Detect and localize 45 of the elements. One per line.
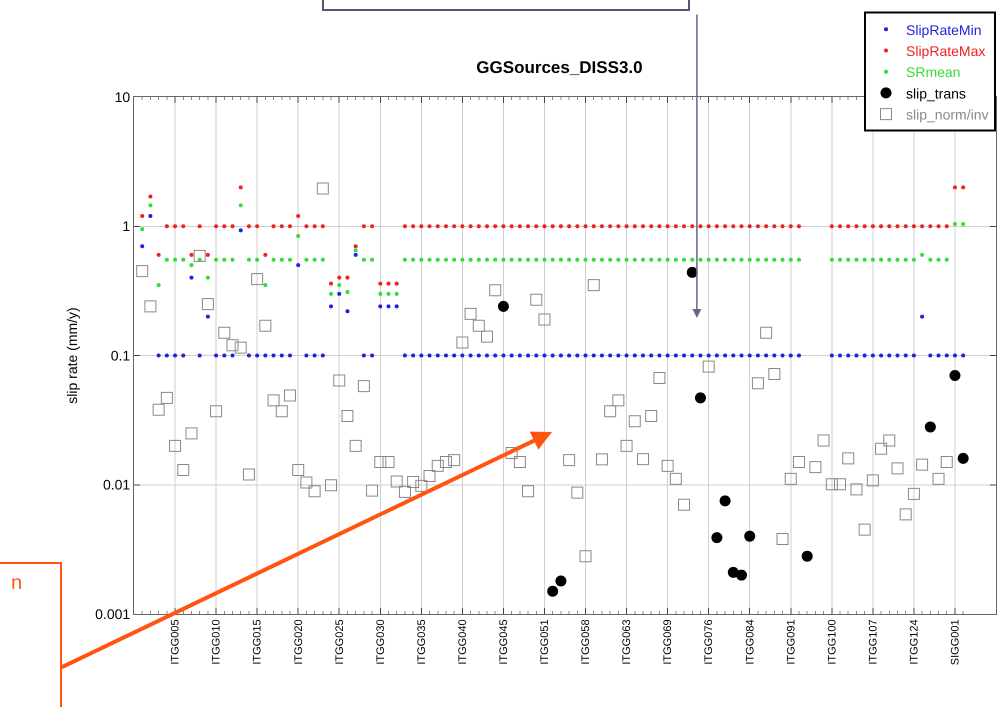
- x-tick-label: ITGG020: [292, 619, 305, 665]
- point: [958, 452, 969, 464]
- x-tick-label: ITGG124: [908, 619, 920, 665]
- point: [924, 421, 936, 432]
- point: [802, 550, 813, 562]
- point: [547, 586, 558, 597]
- x-tick-label: SIGG001: [950, 619, 962, 666]
- y-tick-label: 1: [122, 218, 130, 234]
- y-tick-label: 10: [114, 88, 130, 105]
- x-tick-label: ITGG058: [580, 619, 592, 665]
- x-tick-label: ITGG076: [703, 619, 716, 665]
- x-tick-label: ITGG063: [621, 619, 634, 665]
- x-tick-label: ITGG045: [498, 619, 510, 665]
- text: n: [11, 572, 22, 594]
- point: [744, 530, 756, 542]
- x-tick-label: ITGG091: [785, 619, 798, 665]
- x-tick-label: ITGG100: [826, 619, 838, 665]
- x-tick-label: ITGG040: [456, 619, 469, 665]
- point: [694, 392, 706, 404]
- y-tick-label: 0.001: [95, 606, 130, 622]
- legend-label: slip_norm/inv: [906, 106, 988, 123]
- point: [498, 300, 509, 312]
- point: [720, 495, 731, 506]
- y-tick-label: 0.1: [110, 347, 130, 364]
- x-tick-label: ITGG035: [416, 619, 428, 665]
- x-tick-label: ITGG030: [374, 619, 387, 665]
- x-tick-label: ITGG069: [662, 619, 674, 665]
- y-axis-title: slip rate (mm/y): [64, 307, 80, 404]
- point: [711, 532, 722, 544]
- point: [949, 370, 960, 382]
- chart-title: GGSources_DISS3.0: [476, 58, 643, 78]
- point: [736, 570, 747, 581]
- x-tick-label: ITGG107: [867, 619, 880, 665]
- x-tick-label: ITGG051: [539, 619, 552, 665]
- x-tick-label: ITGG015: [252, 619, 264, 665]
- x-tick-label: ITGG005: [170, 619, 182, 665]
- x-tick-label: ITGG025: [334, 619, 346, 665]
- point: [555, 576, 566, 587]
- legend-label: slip_trans: [906, 85, 966, 102]
- legend-label: SlipRateMax: [906, 42, 986, 59]
- x-tick-label: ITGG010: [210, 619, 223, 665]
- x-tick-label: ITGG084: [744, 619, 756, 665]
- legend-label: SRmean: [906, 64, 960, 80]
- legend-label: SlipRateMin: [906, 22, 982, 38]
- y-tick-label: 0.01: [102, 476, 130, 493]
